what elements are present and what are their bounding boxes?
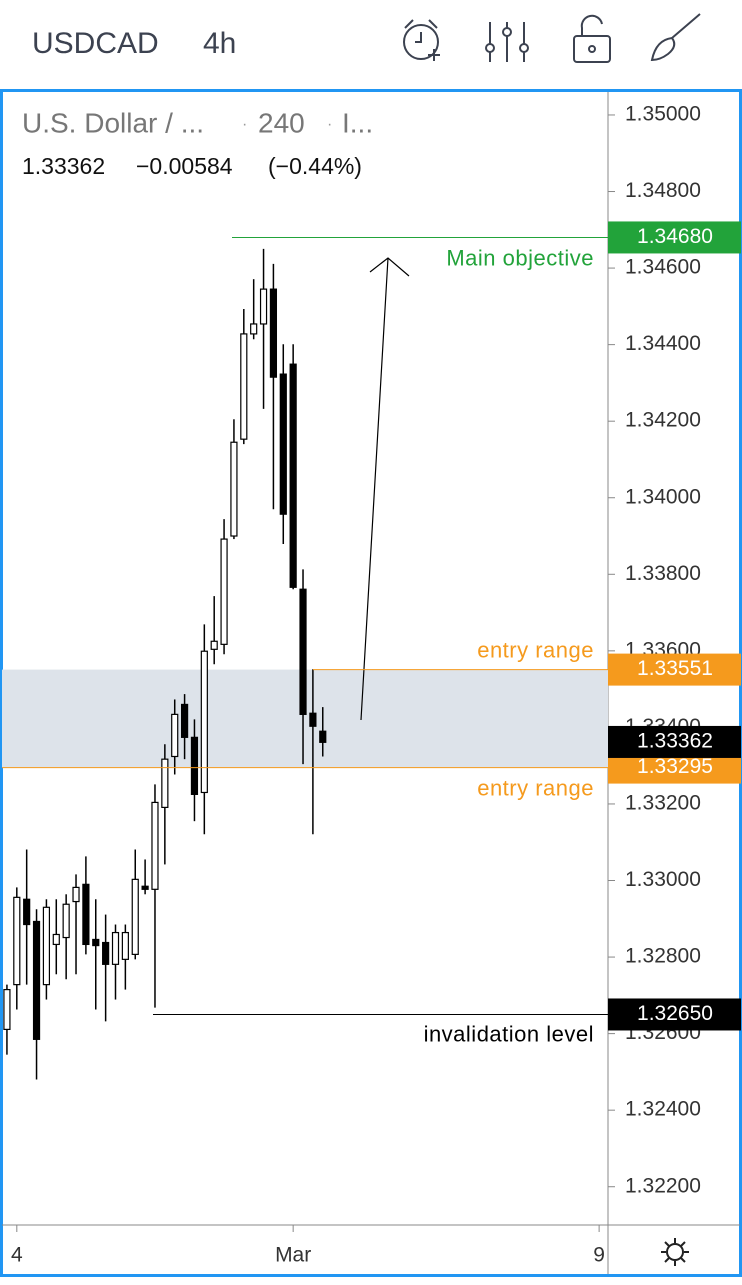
price-label-box <box>608 653 741 686</box>
y-tick-label: 1.34800 <box>625 179 701 202</box>
candle-body <box>269 288 278 378</box>
legend-interval: 240 <box>258 107 305 138</box>
candle-body <box>309 712 317 727</box>
lock-icon[interactable] <box>573 14 611 63</box>
y-tick-label: 1.32400 <box>625 1098 701 1121</box>
interval[interactable]: 4h <box>203 27 236 60</box>
candle-body <box>151 801 159 890</box>
candle-body <box>131 878 139 955</box>
header <box>0 0 742 88</box>
candle-body <box>102 941 110 965</box>
symbol[interactable]: USDCAD <box>32 27 159 60</box>
candle-body <box>92 938 100 947</box>
price-label: 1.33551 <box>637 657 713 680</box>
settings-icon[interactable] <box>661 1238 689 1266</box>
candle-body <box>72 886 80 903</box>
legend-sep: · <box>242 116 247 133</box>
candle-body <box>121 931 129 960</box>
indicators-icon[interactable] <box>485 22 529 62</box>
candle-body <box>141 885 149 890</box>
y-tick-label: 1.35000 <box>625 103 701 126</box>
legend-change: −0.00584 <box>136 153 233 179</box>
x-tick-label: 4 <box>11 1244 23 1267</box>
alert-icon[interactable] <box>403 19 440 61</box>
legend-change-pct: (−0.44%) <box>268 153 362 179</box>
y-tick-label: 1.33000 <box>625 868 701 891</box>
candle-body <box>62 903 70 939</box>
candle-body <box>200 650 208 794</box>
y-tick-label: 1.33800 <box>625 562 701 585</box>
candle-body <box>279 373 287 515</box>
price-label: 1.32650 <box>637 1002 713 1025</box>
candle-body <box>319 730 327 743</box>
y-tick-label: 1.34400 <box>625 332 701 355</box>
level-label: entry range <box>477 637 594 662</box>
candle-body <box>250 323 258 335</box>
y-tick-label: 1.32800 <box>625 945 701 968</box>
draw-icon[interactable] <box>650 13 701 62</box>
candle-body <box>42 906 51 986</box>
y-tick-label: 1.34600 <box>625 256 701 279</box>
candle-body <box>190 736 199 795</box>
arrow <box>360 257 410 721</box>
x-tick-label: Mar <box>275 1244 311 1267</box>
candle-body <box>32 920 41 1040</box>
candle-body <box>52 933 60 946</box>
candle-body <box>111 931 120 965</box>
candle-body <box>180 703 189 738</box>
candle-body <box>82 883 90 946</box>
last-price-label: 1.33362 <box>637 729 713 752</box>
candle-body <box>299 588 307 715</box>
candle-body <box>289 363 297 588</box>
last-price-box <box>608 725 741 758</box>
legend-extra: I... <box>342 107 373 138</box>
candle-body <box>240 333 248 440</box>
candle-body <box>210 640 218 650</box>
level-label: entry range <box>477 775 594 800</box>
candle-body <box>220 538 228 645</box>
price-label-box <box>608 221 741 254</box>
candle-body <box>23 898 31 926</box>
level-label: Main objective <box>446 245 594 270</box>
candle-body <box>259 288 268 325</box>
candle-body <box>161 758 169 808</box>
y-tick-label: 1.32200 <box>625 1174 701 1197</box>
level-label: invalidation level <box>424 1021 594 1046</box>
y-tick-label: 1.33200 <box>625 791 701 814</box>
y-tick-label: 1.34200 <box>625 409 701 432</box>
price-label: 1.34680 <box>637 225 713 248</box>
legend-name: U.S. Dollar / ... <box>22 107 204 138</box>
y-tick-label: 1.34000 <box>625 485 701 508</box>
price-label-box <box>608 998 741 1031</box>
price-label: 1.33295 <box>637 755 713 778</box>
x-tick-label: 9 <box>593 1244 605 1267</box>
legend-sep: · <box>327 116 332 133</box>
candle-body <box>3 988 11 1031</box>
legend-last: 1.33362 <box>22 153 105 179</box>
candle-body <box>230 441 238 537</box>
candle-body <box>171 713 179 758</box>
candle-body <box>13 896 21 986</box>
